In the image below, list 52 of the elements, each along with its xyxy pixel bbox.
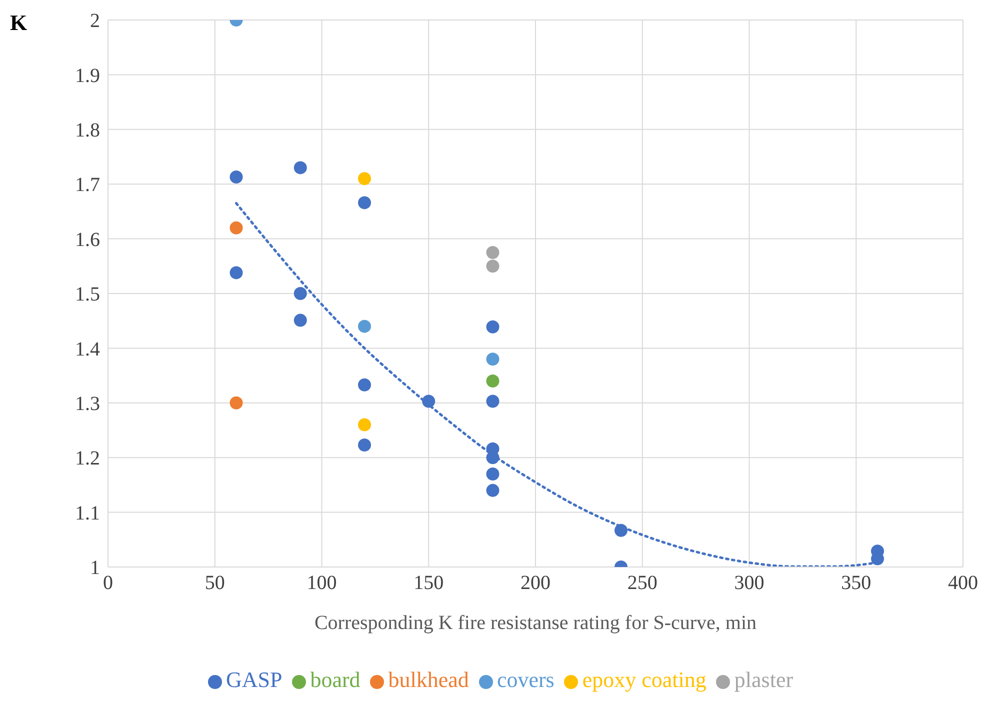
- x-tick-label: 50: [204, 572, 225, 594]
- point: [358, 320, 371, 333]
- x-tick-label: 100: [306, 572, 337, 594]
- legend-label: covers: [496, 667, 554, 692]
- x-tick-label: 250: [627, 572, 658, 594]
- legend-label: bulkhead: [388, 667, 469, 692]
- point: [486, 484, 500, 497]
- x-tick-label: 200: [520, 572, 550, 594]
- y-tick-label: 1.5: [75, 284, 100, 306]
- point: [294, 314, 307, 327]
- point: [230, 266, 243, 280]
- point: [358, 378, 371, 392]
- x-axis-title: Corresponding K fire resistanse rating for S-curve, min: [314, 612, 757, 634]
- point: [358, 418, 371, 432]
- point: [486, 246, 500, 259]
- y-tick-label: 2: [90, 10, 100, 32]
- y-axis-title: K: [10, 10, 28, 35]
- point: [486, 260, 500, 273]
- y-tick-label: 1.3: [75, 393, 100, 415]
- y-tick-label: 1: [90, 557, 100, 580]
- point: [486, 394, 500, 408]
- point: [230, 396, 243, 410]
- point: [358, 196, 371, 210]
- x-tick-label: 400: [948, 572, 978, 594]
- y-tick-label: 1.7: [75, 174, 100, 196]
- point: [294, 287, 307, 300]
- point: [230, 221, 243, 234]
- y-tick-label: 1.8: [75, 120, 100, 142]
- y-tick-label: 1.9: [75, 64, 100, 87]
- point: [358, 172, 371, 186]
- y-tick-label: 1.6: [75, 228, 100, 251]
- x-tick-label: 300: [734, 572, 764, 594]
- legend-label: plaster: [734, 667, 794, 692]
- point: [422, 394, 436, 408]
- legend-label: GASP: [226, 667, 282, 692]
- legend-label: epoxy coating: [582, 667, 706, 692]
- point: [294, 161, 307, 174]
- y-tick-label: 1.2: [75, 448, 100, 470]
- y-tick-label: 1.4: [75, 338, 100, 360]
- x-tick-label: 0: [103, 572, 113, 594]
- point: [486, 352, 500, 366]
- y-tick-label: 1.1: [75, 502, 100, 524]
- point: [486, 320, 500, 334]
- point: [486, 468, 500, 481]
- x-tick-label: 350: [841, 572, 872, 594]
- point: [230, 170, 243, 184]
- x-tick-label: 150: [414, 572, 444, 594]
- point: [486, 451, 500, 464]
- legend-label: board: [310, 667, 360, 692]
- point: [486, 374, 500, 388]
- point: [358, 438, 371, 452]
- point: [614, 524, 628, 537]
